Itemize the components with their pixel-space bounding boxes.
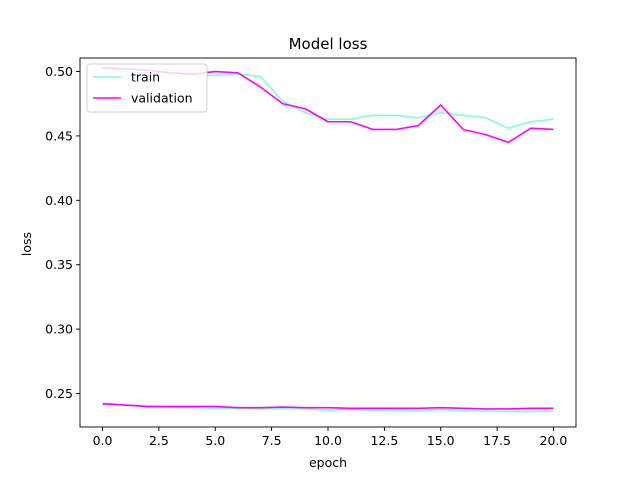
x-tick-label: 7.5 <box>262 433 282 448</box>
y-tick-label: 0.35 <box>45 257 73 272</box>
x-tick-label: 12.5 <box>370 433 398 448</box>
x-axis-label: epoch <box>309 455 347 470</box>
series-line-unnamed-3 <box>102 403 554 410</box>
y-tick-label: 0.45 <box>45 128 73 143</box>
x-tick-label: 0.0 <box>93 433 113 448</box>
x-tick-label: 5.0 <box>205 433 225 448</box>
y-tick-label: 0.25 <box>45 386 73 401</box>
y-tick-label: 0.50 <box>45 64 73 79</box>
y-tick-label: 0.30 <box>45 322 73 337</box>
y-axis-label: loss <box>19 232 34 256</box>
legend-box <box>86 63 208 113</box>
x-tick-label: 20.0 <box>540 433 568 448</box>
chart-title: Model loss <box>289 35 368 53</box>
series-line-unnamed-2 <box>102 402 554 413</box>
x-tick-label: 10.0 <box>314 433 342 448</box>
x-tick-label: 15.0 <box>427 433 455 448</box>
x-tick-label: 17.5 <box>483 433 511 448</box>
legend: train validation <box>86 63 208 113</box>
x-axis-ticks: 0.0 2.5 5.0 7.5 10.0 12.5 15.0 17.5 20.0 <box>93 427 568 448</box>
x-tick-label: 2.5 <box>149 433 169 448</box>
y-tick-label: 0.40 <box>45 193 73 208</box>
y-axis-ticks: 0.25 0.30 0.35 0.40 0.45 0.50 <box>45 64 80 401</box>
legend-label-train: train <box>131 70 160 85</box>
legend-label-validation: validation <box>131 91 193 106</box>
